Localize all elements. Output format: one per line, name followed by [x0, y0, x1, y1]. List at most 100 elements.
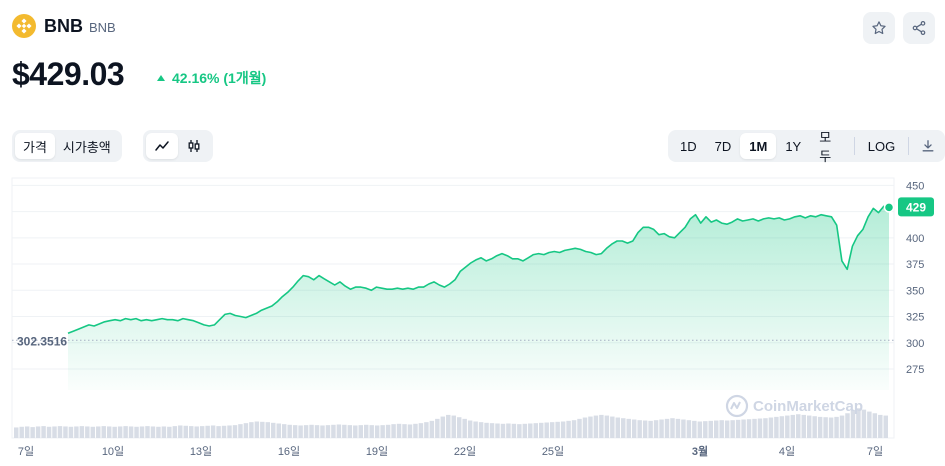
volume-bar: [528, 423, 533, 438]
volume-bar: [544, 422, 549, 438]
volume-bar: [664, 418, 670, 438]
volume-bar: [24, 426, 30, 438]
download-button[interactable]: [913, 133, 942, 159]
volume-bar: [653, 420, 659, 438]
volume-bar: [435, 418, 440, 438]
range-1y-button[interactable]: 1Y: [785, 138, 802, 154]
volume-bar: [194, 426, 199, 438]
volume-bar: [96, 426, 101, 438]
volume-bar: [79, 426, 85, 438]
volume-bar: [555, 421, 560, 438]
volume-bar: [238, 424, 243, 438]
candlestick-chart-button[interactable]: [178, 133, 210, 159]
volume-bar: [746, 419, 752, 438]
volume-bar: [752, 418, 757, 438]
volume-bar: [205, 425, 210, 438]
volume-bar: [287, 424, 292, 438]
volume-bar: [347, 425, 353, 438]
volume-bar: [823, 417, 828, 438]
y-tick-label: 450: [906, 180, 924, 192]
volume-bar: [221, 425, 227, 438]
volume-bar: [757, 418, 763, 438]
volume-bar: [571, 420, 577, 438]
volume-bar: [566, 420, 571, 438]
volume-bar: [298, 425, 303, 438]
volume-bar: [292, 425, 298, 438]
tab-price[interactable]: 가격: [15, 133, 55, 159]
range-1d-button[interactable]: 1D: [680, 138, 697, 154]
line-chart-button[interactable]: [146, 133, 178, 159]
range-7d-button[interactable]: 7D: [714, 138, 732, 154]
volume-bar: [560, 421, 566, 438]
volume-bar: [511, 423, 517, 438]
volume-bar: [670, 418, 675, 438]
range-1m-button[interactable]: 1M: [740, 133, 777, 159]
volume-bar: [631, 419, 637, 438]
volume-bar: [697, 421, 703, 438]
price-chart[interactable]: 302.3516 450425400375350325300275 7일10일1…: [0, 170, 945, 466]
x-tick-label: 3월: [692, 444, 708, 458]
volume-bar: [626, 418, 631, 438]
volume-bar: [582, 417, 588, 438]
volume-bar: [467, 420, 473, 438]
volume-bar: [692, 420, 697, 438]
volume-bar: [703, 421, 708, 438]
coin-symbol: BNB: [89, 20, 116, 35]
volume-bar: [243, 423, 249, 438]
volume-bar: [883, 415, 888, 438]
volume-bar: [134, 426, 139, 438]
volume-bar: [402, 424, 407, 438]
volume-bar: [806, 415, 812, 438]
volume-bar: [260, 421, 265, 438]
volume-bar: [101, 426, 106, 438]
volume-bar: [446, 414, 451, 438]
volume-bar: [90, 426, 96, 438]
volume-bar: [834, 416, 839, 438]
log-scale-button[interactable]: LOG: [867, 138, 896, 154]
candlestick-icon: [188, 140, 200, 152]
volume-bar: [189, 426, 194, 438]
y-tick-label: 350: [906, 285, 924, 297]
volume-bar: [517, 424, 522, 438]
volume-bar: [391, 424, 396, 438]
volume-bar: [30, 427, 35, 438]
volume-bar: [856, 408, 861, 438]
volume-bar: [271, 422, 276, 438]
volume-bar: [418, 423, 424, 438]
volume-bar: [396, 423, 402, 438]
y-tick-label: 325: [906, 312, 924, 324]
star-button[interactable]: [863, 12, 895, 44]
volume-bar: [867, 411, 872, 438]
share-button[interactable]: [903, 12, 935, 44]
volume-bar: [106, 426, 112, 438]
volume-bar: [380, 425, 385, 438]
range-all-button[interactable]: 모두: [819, 130, 832, 164]
volume-bar: [216, 426, 221, 438]
volume-bar: [456, 417, 462, 438]
reference-line-label: 302.3516: [17, 334, 67, 348]
volume-bar: [790, 414, 796, 438]
x-tick-label: 19일: [366, 444, 388, 458]
volume-bar: [342, 424, 347, 438]
volume-bar: [621, 418, 626, 438]
time-range-selector: 1D 7D 1M 1Y 모두 LOG: [668, 130, 945, 164]
volume-bar: [35, 426, 41, 438]
volume-bar: [878, 414, 883, 438]
volume-bar: [741, 419, 746, 438]
y-tick-label: 375: [906, 259, 924, 271]
volume-bar: [314, 425, 320, 438]
volume-bar: [872, 413, 878, 438]
volume-bar: [167, 426, 172, 438]
volume-bar: [577, 418, 582, 438]
tab-marketcap[interactable]: 시가총액: [62, 139, 111, 155]
volume-bar: [265, 422, 271, 438]
volume-bar: [183, 425, 188, 438]
volume-bar: [178, 425, 183, 438]
volume-bar: [812, 416, 817, 438]
star-icon: [872, 21, 886, 35]
volume-bar: [796, 414, 801, 438]
share-icon: [912, 21, 926, 35]
coin-header: BNB BNB: [12, 14, 116, 38]
volume-bar: [429, 420, 435, 438]
volume-bar: [642, 420, 648, 438]
